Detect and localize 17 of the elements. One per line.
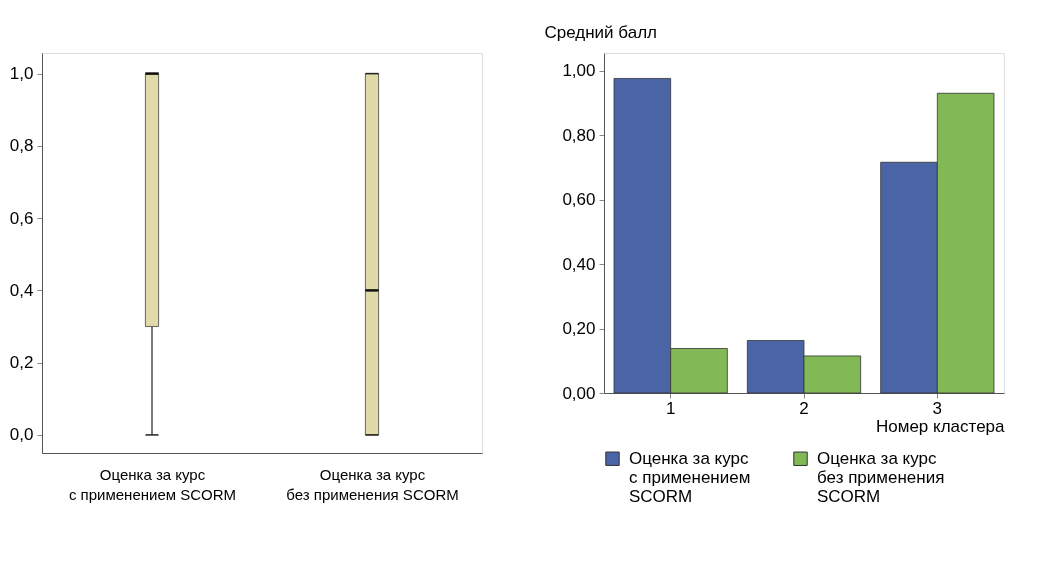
x-tick-label: 1 — [665, 398, 676, 418]
y-tick-label: 0,0 — [9, 425, 34, 445]
y-tick-label: 0,00 — [562, 383, 596, 403]
x-tick-label: 2 — [799, 398, 809, 418]
y-tick-label: 0,40 — [562, 254, 596, 274]
y-tick-label: 0,80 — [562, 125, 596, 145]
x-tick-label: 3 — [932, 398, 943, 418]
y-tick-label: 0,4 — [9, 280, 34, 300]
y-tick-label: 0,6 — [9, 208, 34, 228]
y-axis-title: Средний балл — [544, 22, 657, 42]
y-tick-label: 0,20 — [562, 319, 596, 339]
y-tick-label: 0,60 — [562, 190, 596, 210]
y-tick-label: 1,0 — [9, 64, 34, 84]
y-tick-label: 0,2 — [9, 353, 34, 373]
y-tick-label: 1,00 — [562, 61, 596, 81]
y-tick-label: 0,8 — [9, 136, 34, 156]
x-axis-title: Номер кластера — [875, 416, 1006, 436]
